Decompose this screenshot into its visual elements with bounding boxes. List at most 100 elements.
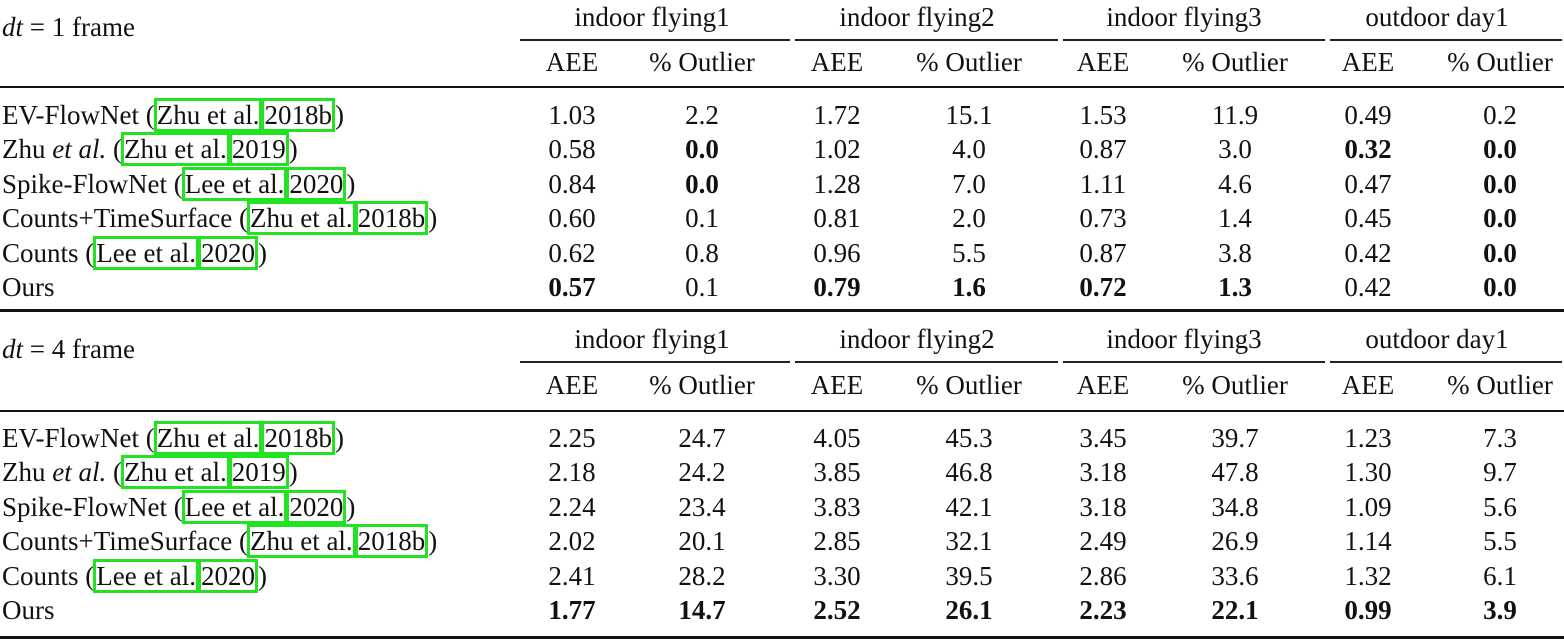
- outlier-value: 39.7: [1211, 423, 1259, 453]
- table-row: Spike-FlowNet (Lee et al. 2020) 0.84 0.0 1.2…: [0, 166, 1564, 201]
- outlier-header: % Outlier: [1182, 47, 1288, 77]
- aee-value: 2.24: [548, 491, 596, 522]
- aee-value: 1.53: [1079, 100, 1127, 130]
- table-row: Ours 1.77 14.7 2.52 26.1 2.23 22.1 0.99 3.9: [0, 593, 1564, 627]
- method-name: Counts (Lee et al. 2020): [2, 235, 267, 270]
- citation-close: ): [428, 526, 438, 557]
- citation-close: ): [288, 457, 298, 488]
- outlier-value: 3.9: [1483, 595, 1517, 625]
- table-row: Zhu et al. (Zhu et al. 2019) 0.58 0.0 1.02 4.…: [0, 132, 1564, 167]
- outlier-header: % Outlier: [1447, 47, 1553, 77]
- citation-author-link[interactable]: Zhu et al.: [153, 98, 263, 132]
- citation-year-link[interactable]: 2018b: [354, 524, 429, 559]
- outlier-value: 14.7: [678, 595, 726, 625]
- outlier-value: 45.3: [945, 423, 993, 453]
- outlier-value: 39.5: [945, 560, 993, 591]
- outlier-value: 1.3: [1218, 272, 1252, 302]
- header-bottom-rule: [0, 86, 1564, 88]
- outlier-value: 7.3: [1483, 423, 1517, 453]
- group-underline-rule: [1063, 39, 1325, 41]
- outlier-value: 3.8: [1218, 237, 1252, 268]
- outlier-value: 0.1: [685, 203, 719, 234]
- aee-value: 1.02: [813, 134, 861, 165]
- citation-year-link[interactable]: 2018b: [261, 98, 335, 132]
- outlier-header: % Outlier: [916, 47, 1022, 77]
- section-label-unit: frame: [72, 334, 135, 364]
- citation-author-link[interactable]: Lee et al.: [181, 166, 288, 201]
- aee-value: 3.85: [813, 457, 861, 488]
- citation-author-link[interactable]: Zhu et al.: [246, 201, 356, 236]
- aee-value: 0.42: [1344, 272, 1392, 302]
- dataset-group-header: indoor flying1: [574, 2, 730, 32]
- aee-header: AEE: [1341, 47, 1395, 77]
- aee-value: 0.96: [813, 237, 861, 268]
- aee-value: 0.87: [1079, 237, 1127, 268]
- outlier-value: 1.4: [1218, 203, 1252, 234]
- citation-year-link[interactable]: 2018b: [354, 201, 429, 236]
- outlier-value: 26.9: [1211, 526, 1259, 557]
- aee-value: 2.52: [813, 595, 861, 625]
- aee-value: 0.81: [813, 203, 861, 234]
- method-name: Spike-FlowNet (Lee et al. 2020): [2, 489, 355, 524]
- dataset-group-header: indoor flying3: [1106, 2, 1262, 32]
- aee-value: 3.18: [1079, 457, 1127, 488]
- aee-value: 0.49: [1344, 100, 1392, 130]
- outlier-value: 34.8: [1211, 491, 1259, 522]
- aee-header: AEE: [810, 47, 864, 77]
- aee-value: 2.49: [1079, 526, 1127, 557]
- aee-value: 0.42: [1344, 237, 1392, 268]
- outlier-value: 24.2: [678, 457, 726, 488]
- citation-close: ): [346, 168, 356, 199]
- table-row: Counts (Lee et al. 2020) 0.62 0.8 0.96 5.5 0.8…: [0, 235, 1564, 270]
- aee-header: AEE: [1076, 370, 1130, 400]
- outlier-value: 4.0: [952, 134, 986, 165]
- citation-author-link[interactable]: Zhu et al.: [121, 132, 230, 167]
- method-label-post: (: [106, 457, 122, 488]
- aee-value: 1.72: [813, 100, 861, 130]
- outlier-value: 9.7: [1483, 457, 1517, 488]
- aee-header: AEE: [1341, 370, 1395, 400]
- method-name: Counts+TimeSurface (Zhu et al. 2018b): [2, 201, 437, 236]
- citation-year-link[interactable]: 2020: [286, 489, 347, 524]
- outlier-value: 1.6: [952, 272, 986, 302]
- method-name: Zhu et al. (Zhu et al. 2019): [2, 132, 298, 167]
- citation-close: ): [257, 560, 267, 591]
- citation-author-link[interactable]: Zhu et al.: [121, 455, 230, 490]
- aee-value: 2.02: [548, 526, 596, 557]
- aee-value: 1.77: [548, 595, 596, 625]
- method-label: Zhu: [2, 134, 53, 165]
- citation-author-link[interactable]: Lee et al.: [93, 235, 199, 270]
- method-name: Ours: [2, 270, 55, 304]
- aee-value: 2.86: [1079, 560, 1127, 591]
- aee-value: 1.32: [1344, 560, 1392, 591]
- citation-year-link[interactable]: 2018b: [261, 421, 335, 455]
- citation-year-link[interactable]: 2020: [286, 166, 347, 201]
- citation-year-link[interactable]: 2020: [197, 235, 258, 270]
- method-label: Counts (: [2, 237, 95, 268]
- section-label-eq: = 1: [23, 12, 72, 42]
- citation-year-link[interactable]: 2019: [228, 132, 289, 167]
- aee-value: 0.99: [1344, 595, 1392, 625]
- outlier-header: % Outlier: [1182, 370, 1288, 400]
- aee-value: 2.23: [1079, 595, 1127, 625]
- citation-author-link[interactable]: Zhu et al.: [153, 421, 263, 455]
- aee-value: 1.09: [1344, 491, 1392, 522]
- method-name: Counts (Lee et al. 2020): [2, 558, 267, 593]
- citation-author-link[interactable]: Zhu et al.: [246, 524, 356, 559]
- aee-value: 0.79: [813, 272, 861, 302]
- citation-year-link[interactable]: 2019: [228, 455, 289, 490]
- aee-value: 2.41: [548, 560, 596, 591]
- citation-author-link[interactable]: Lee et al.: [181, 489, 288, 524]
- section-label-math: dt: [2, 12, 24, 42]
- outlier-value: 15.1: [945, 100, 993, 130]
- citation-year-link[interactable]: 2020: [197, 558, 258, 593]
- dataset-group-header: outdoor day1: [1365, 324, 1509, 354]
- outlier-header: % Outlier: [916, 370, 1022, 400]
- outlier-value: 4.6: [1218, 168, 1252, 199]
- aee-value: 1.28: [813, 168, 861, 199]
- outlier-value: 0.8: [685, 237, 719, 268]
- section-label: dt = 1 frame: [2, 12, 135, 43]
- method-name: EV-FlowNet (Zhu et al. 2018b): [2, 98, 344, 132]
- table-row: EV-FlowNet (Zhu et al. 2018b) 2.25 24.7 4.05…: [0, 421, 1564, 455]
- citation-author-link[interactable]: Lee et al.: [93, 558, 199, 593]
